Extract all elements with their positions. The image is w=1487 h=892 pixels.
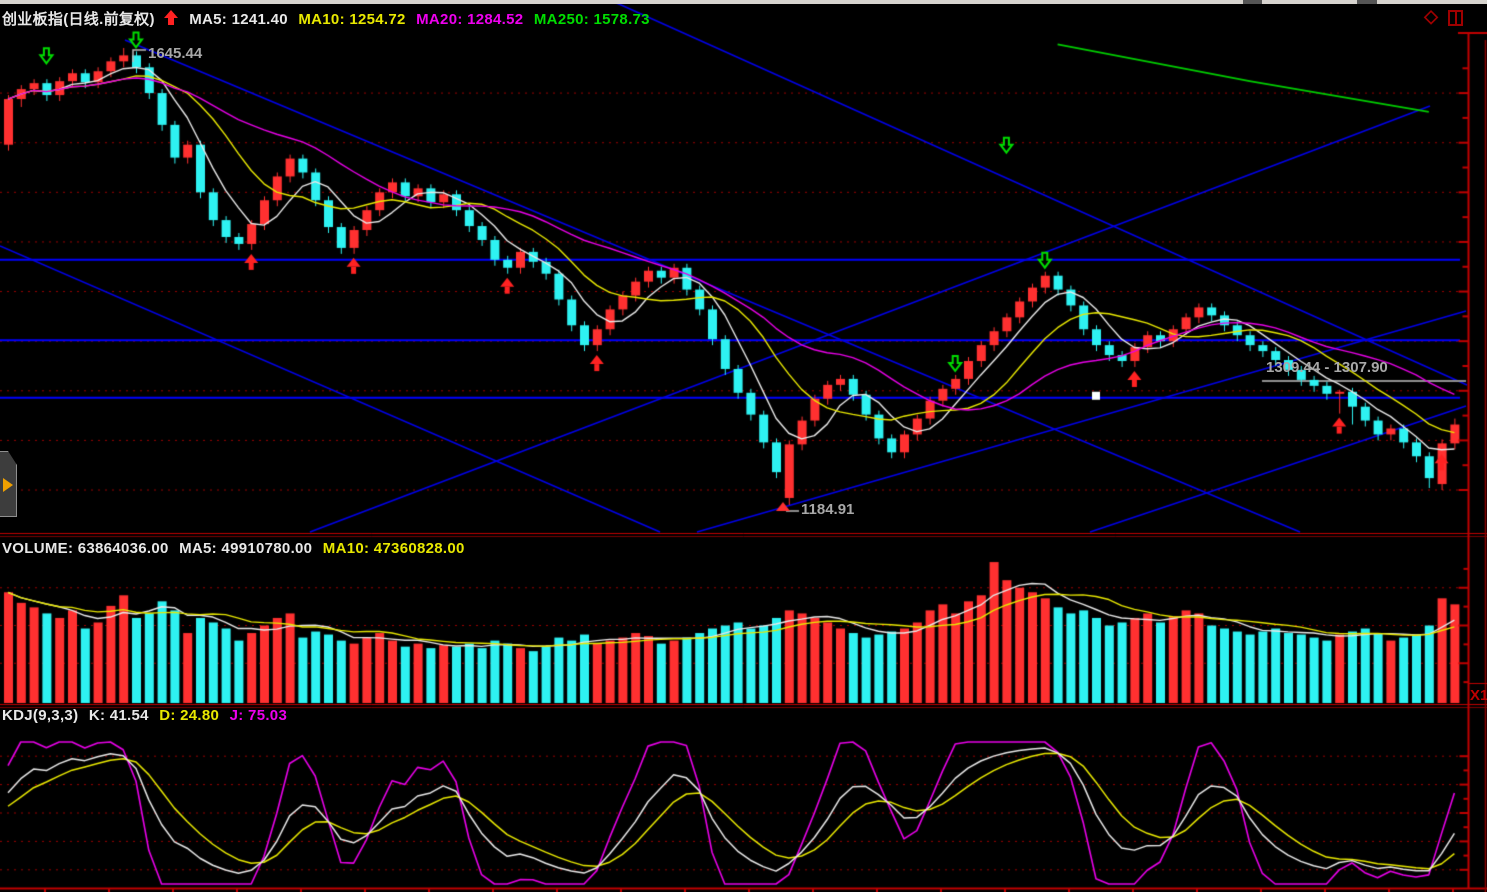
ma20-value: MA20: 1284.52	[416, 11, 524, 28]
ma250-value: MA250: 1578.73	[533, 11, 650, 28]
expand-arrow-icon	[3, 478, 13, 492]
instrument-title: 创业板指(日线.前复权)	[2, 11, 155, 28]
gap-price-label: 1309.44 - 1307.90	[1266, 359, 1388, 376]
kdj-j-value: J: 75.03	[229, 707, 288, 724]
volume-ma5-value: MA5: 49910780.00	[179, 540, 313, 557]
zoom-factor-label: X1	[1470, 687, 1487, 704]
ma10-value: MA10: 1254.72	[298, 11, 406, 28]
main-chart-header: 创业板指(日线.前复权) MA5: 1241.40 MA10: 1254.72 …	[2, 8, 656, 29]
title-bar-notch	[1357, 0, 1377, 4]
corner-icons: ◇	[1424, 6, 1463, 27]
kdj-header: KDJ(9,3,3) K: 41.54 D: 24.80 J: 75.03	[2, 707, 293, 724]
volume-header: VOLUME: 63864036.00 MA5: 49910780.00 MA1…	[2, 540, 471, 557]
split-window-icon[interactable]	[1448, 9, 1463, 26]
volume-ma10-value: MA10: 47360828.00	[322, 540, 465, 557]
window-top-strip	[0, 0, 1487, 4]
volume-value: VOLUME: 63864036.00	[2, 540, 169, 557]
ma5-value: MA5: 1241.40	[189, 11, 288, 28]
high-price-label: 1645.44	[148, 45, 203, 62]
low-price-label: 1184.91	[801, 501, 855, 518]
kdj-d-value: D: 24.80	[159, 707, 220, 724]
kdj-name: KDJ(9,3,3)	[2, 707, 79, 724]
period-diamond-icon[interactable]: ◇	[1424, 6, 1438, 26]
trend-up-arrow-icon	[163, 10, 179, 26]
kdj-k-value: K: 41.54	[88, 707, 149, 724]
title-bar-notch	[1243, 0, 1262, 4]
